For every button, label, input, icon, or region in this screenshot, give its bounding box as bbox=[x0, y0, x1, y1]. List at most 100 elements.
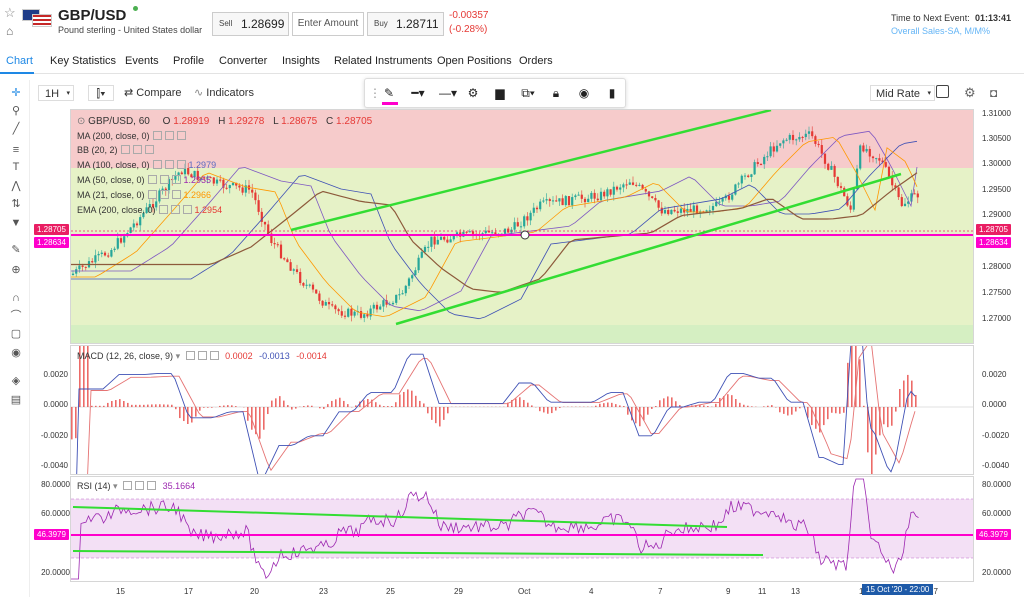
macd-legend[interactable]: MACD (12, 26, close, 9) ▾ 0.0002 -0.0013… bbox=[77, 351, 327, 362]
rsi-pane[interactable]: RSI (14) ▾ 35.1664 bbox=[70, 476, 974, 582]
settings-icon[interactable] bbox=[132, 145, 142, 154]
price-axis-right[interactable]: 1.31000 1.30500 1.30000 1.29500 1.29000 … bbox=[974, 109, 1024, 344]
eye-icon[interactable] bbox=[158, 205, 168, 214]
tab-profile[interactable]: Profile bbox=[173, 55, 205, 67]
rsi-legend[interactable]: RSI (14) ▾ 35.1664 bbox=[77, 481, 195, 492]
settings-icon[interactable] bbox=[197, 351, 207, 360]
zoom-in-icon[interactable]: ⊕ bbox=[11, 264, 21, 276]
settings-icon[interactable] bbox=[159, 190, 169, 199]
delete-trash-icon[interactable]: ▮ bbox=[608, 86, 616, 100]
rsi-upper-trendline[interactable] bbox=[72, 506, 728, 528]
eye-icon[interactable] bbox=[147, 190, 157, 199]
macd-axis-right[interactable]: 0.0020 0.0000 -0.0020 -0.0040 bbox=[974, 345, 1024, 475]
lock-icon[interactable]: 🔒︎ bbox=[552, 86, 560, 100]
clone-icon[interactable]: ⧉▾ bbox=[521, 86, 535, 100]
line-tool-icon[interactable]: ╱ bbox=[12, 123, 20, 135]
line-style-icon[interactable]: —▾ bbox=[438, 86, 458, 100]
magnet-icon[interactable]: ∩ bbox=[12, 292, 20, 304]
close-icon[interactable] bbox=[171, 190, 181, 199]
legend-ma200[interactable]: MA (200, close, 0) bbox=[77, 131, 186, 141]
close-icon[interactable] bbox=[176, 160, 186, 169]
rsi-lower-trendline[interactable] bbox=[72, 550, 764, 556]
settings-icon[interactable] bbox=[164, 131, 174, 140]
settings-gear-icon[interactable]: ⚙ bbox=[964, 85, 976, 100]
rsi-axis-right[interactable]: 80.0000 60.0000 46.3979 20.0000 bbox=[974, 476, 1024, 582]
arrow-down-icon[interactable]: ▼ bbox=[10, 217, 22, 229]
prediction-icon[interactable]: ⇅ bbox=[11, 198, 21, 210]
eye-icon[interactable] bbox=[152, 131, 162, 140]
candle-body bbox=[596, 198, 599, 201]
candle-body bbox=[913, 193, 916, 195]
channel-upper-trendline[interactable] bbox=[290, 110, 772, 232]
eye-icon[interactable] bbox=[147, 175, 157, 184]
eye-icon[interactable] bbox=[152, 160, 162, 169]
pin-icon[interactable]: ⚲ bbox=[11, 105, 21, 117]
amount-input[interactable]: Enter Amount bbox=[292, 12, 364, 36]
chevron-down-icon[interactable]: ▾ bbox=[175, 351, 181, 361]
time-axis[interactable]: 15 17 20 23 25 29 Oct 4 7 9 11 13 15 17 … bbox=[70, 582, 974, 597]
chart-type-button[interactable]: ⫿▾ bbox=[88, 85, 114, 101]
tab-related-instruments[interactable]: Related Instruments bbox=[334, 55, 433, 67]
line-width-icon[interactable]: ━▾ bbox=[411, 86, 425, 100]
tab-key-statistics[interactable]: Key Statistics bbox=[50, 55, 117, 67]
channel-lower-trendline[interactable] bbox=[395, 172, 902, 326]
next-event-link[interactable]: Overall Sales-SA, M/M% bbox=[891, 26, 991, 36]
settings-icon[interactable] bbox=[164, 160, 174, 169]
eye-icon[interactable] bbox=[185, 351, 195, 360]
chevron-down-icon[interactable]: ▾ bbox=[113, 481, 118, 491]
buy-button[interactable]: Buy 1.28711 bbox=[367, 12, 444, 36]
camera-icon[interactable]: ◘ bbox=[990, 86, 998, 100]
settings-icon[interactable] bbox=[159, 175, 169, 184]
settings-icon[interactable] bbox=[135, 481, 145, 490]
interval-select[interactable]: 1H ▾ bbox=[38, 85, 75, 101]
tab-insights[interactable]: Insights bbox=[282, 55, 320, 67]
settings-icon[interactable] bbox=[170, 205, 180, 214]
rate-select[interactable]: Mid Rate ▾ bbox=[870, 85, 936, 101]
line-anchor-handle[interactable] bbox=[520, 230, 530, 240]
pattern-icon[interactable]: ⋀ bbox=[11, 180, 21, 192]
drag-handle-icon[interactable]: ⋮ bbox=[369, 86, 381, 100]
settings-icon[interactable]: ⚙ bbox=[467, 86, 479, 100]
indicators-button[interactable]: ∿ Indicators bbox=[194, 85, 254, 101]
layers-icon[interactable]: ◈ bbox=[11, 375, 21, 387]
tab-open-positions[interactable]: Open Positions bbox=[437, 55, 512, 67]
price-chart-pane[interactable]: ⊙ GBP/USD, 60 O 1.28919 H 1.29278 L 1.28… bbox=[70, 109, 974, 344]
layers-icon[interactable]: ▆ bbox=[495, 86, 505, 100]
star-icon[interactable]: ☆ bbox=[4, 5, 16, 20]
fullscreen-icon[interactable] bbox=[936, 85, 949, 98]
share-icon[interactable]: ⌂ bbox=[6, 24, 14, 38]
text-tool-icon[interactable]: T bbox=[12, 161, 20, 173]
trash-icon[interactable]: ▤ bbox=[10, 394, 22, 406]
eye-icon[interactable] bbox=[120, 145, 130, 154]
tab-converter[interactable]: Converter bbox=[219, 55, 268, 67]
lock-drawing-icon[interactable]: ⌒ bbox=[10, 310, 22, 322]
macd-pane[interactable]: MACD (12, 26, close, 9) ▾ 0.0002 -0.0013… bbox=[70, 345, 974, 475]
lock-icon[interactable]: ▢ bbox=[10, 328, 22, 340]
compare-button[interactable]: ⇄ Compare bbox=[124, 85, 182, 101]
eye-icon[interactable] bbox=[123, 481, 133, 490]
tab-events[interactable]: Events bbox=[125, 55, 159, 67]
visibility-eye-icon[interactable]: ◉ bbox=[578, 86, 590, 100]
close-icon[interactable] bbox=[182, 205, 192, 214]
price-chart-svg[interactable] bbox=[71, 110, 974, 344]
pen-color-icon[interactable]: ✎ bbox=[383, 86, 395, 100]
sell-button[interactable]: Sell 1.28699 bbox=[212, 12, 289, 36]
eye-icon[interactable]: ◉ bbox=[11, 347, 21, 359]
legend-ma100[interactable]: MA (100, close, 0) 1.2979 bbox=[77, 160, 216, 170]
close-icon[interactable] bbox=[144, 145, 154, 154]
tab-chart[interactable]: Chart bbox=[6, 55, 33, 67]
fibonacci-icon[interactable]: ≡ bbox=[12, 144, 20, 156]
legend-ema200[interactable]: EMA (200, close, 0) 1.2954 bbox=[77, 205, 222, 215]
legend-bb[interactable]: BB (20, 2) bbox=[77, 145, 154, 155]
close-icon[interactable] bbox=[209, 351, 219, 360]
collapse-icon[interactable]: ⊙ bbox=[77, 116, 86, 127]
close-icon[interactable] bbox=[147, 481, 157, 490]
ruler-icon[interactable]: ✎ bbox=[11, 244, 21, 256]
tab-orders[interactable]: Orders bbox=[519, 55, 553, 67]
crosshair-icon[interactable]: ✛ bbox=[11, 87, 21, 99]
macd-histogram-bar bbox=[607, 402, 609, 407]
close-icon[interactable] bbox=[171, 175, 181, 184]
legend-ma50[interactable]: MA (50, close, 0) 1.2955 bbox=[77, 175, 211, 185]
close-icon[interactable] bbox=[176, 131, 186, 140]
legend-ma21[interactable]: MA (21, close, 0) 1.2966 bbox=[77, 190, 211, 200]
